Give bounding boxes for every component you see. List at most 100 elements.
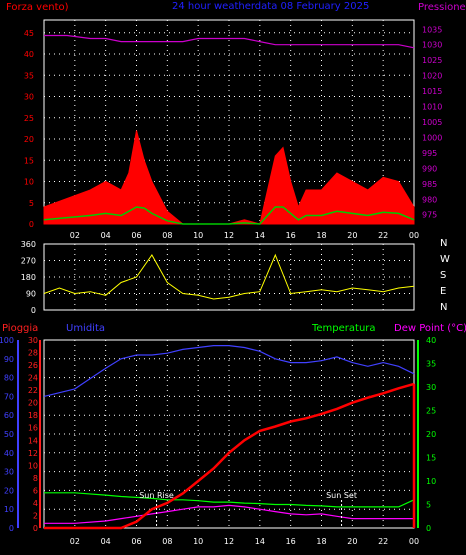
x-tick-label: 00 bbox=[409, 231, 419, 240]
x-tick-label: 00 bbox=[409, 537, 419, 546]
y-tick-label: 0 bbox=[29, 220, 34, 229]
y-tick-label: 35 bbox=[426, 360, 436, 369]
x-tick-label: 12 bbox=[224, 231, 234, 240]
y-tick-label: 1005 bbox=[422, 118, 442, 127]
y-tick-label: 20 bbox=[24, 135, 34, 144]
y-tick-label: 45 bbox=[24, 29, 34, 38]
y-tick-label: 28 bbox=[28, 349, 38, 358]
chart-title: 24 hour weatherdata 08 February 2025 bbox=[172, 1, 369, 12]
pressure-series bbox=[44, 34, 415, 49]
y-tick-label: 25 bbox=[24, 114, 34, 123]
y-tick-label: 30 bbox=[28, 336, 38, 345]
y-tick-label: 1025 bbox=[422, 56, 442, 65]
rain-series bbox=[44, 382, 415, 530]
y-tick-label: 995 bbox=[422, 149, 437, 158]
humidity-label: Umidita bbox=[66, 323, 105, 334]
y-tick-label: 5 bbox=[29, 199, 34, 208]
y-tick-label: 10 bbox=[28, 461, 38, 470]
x-tick-label: 22 bbox=[378, 537, 388, 546]
x-tick-label: 02 bbox=[70, 231, 80, 240]
compass-letter: N bbox=[440, 238, 447, 249]
x-tick-label: 12 bbox=[224, 537, 234, 546]
humidity-temp-rain-panel: 0102030405060708090100024681012141618202… bbox=[0, 336, 436, 546]
y-tick-label: 0 bbox=[31, 306, 36, 315]
y-tick-label: 100 bbox=[0, 336, 14, 345]
y-tick-label: 1015 bbox=[422, 87, 442, 96]
x-tick-label: 04 bbox=[101, 231, 111, 240]
wind-pressure-panel: 0510152025303540459759809859909951000100… bbox=[24, 19, 442, 240]
y-tick-label: 40 bbox=[426, 336, 436, 345]
y-tick-label: 20 bbox=[28, 399, 38, 408]
y-tick-label: 40 bbox=[4, 449, 14, 458]
x-tick-label: 10 bbox=[193, 231, 203, 240]
compass-letter: N bbox=[440, 302, 447, 313]
wind-speed-label: Forza vento) bbox=[6, 2, 69, 13]
y-tick-label: 25 bbox=[426, 407, 436, 416]
y-tick-label: 0 bbox=[33, 524, 38, 533]
y-tick-label: 1035 bbox=[422, 25, 442, 34]
y-tick-label: 16 bbox=[28, 424, 38, 433]
compass-letter: W bbox=[440, 254, 450, 265]
y-tick-label: 14 bbox=[28, 436, 38, 445]
y-tick-label: 10 bbox=[4, 505, 14, 514]
y-tick-label: 70 bbox=[4, 392, 14, 401]
x-tick-label: 02 bbox=[70, 537, 80, 546]
x-tick-label: 18 bbox=[316, 537, 326, 546]
y-tick-label: 980 bbox=[422, 195, 437, 204]
y-tick-label: 18 bbox=[28, 411, 38, 420]
compass-letter: E bbox=[440, 286, 446, 297]
x-tick-label: 14 bbox=[255, 231, 265, 240]
y-tick-label: 4 bbox=[33, 499, 38, 508]
x-tick-label: 04 bbox=[101, 537, 111, 546]
x-tick-label: 18 bbox=[316, 231, 326, 240]
temperature-label: Temperatura bbox=[311, 323, 376, 334]
y-tick-label: 8 bbox=[33, 474, 38, 483]
y-tick-label: 90 bbox=[4, 355, 14, 364]
x-tick-label: 08 bbox=[162, 537, 172, 546]
y-tick-label: 975 bbox=[422, 211, 437, 220]
y-tick-label: 0 bbox=[9, 524, 14, 533]
sunrise-label: Sun Rise bbox=[139, 491, 174, 500]
x-tick-label: 14 bbox=[255, 537, 265, 546]
gust-series bbox=[43, 206, 415, 225]
x-tick-label: 22 bbox=[378, 231, 388, 240]
y-tick-label: 0 bbox=[426, 524, 431, 533]
y-tick-label: 1010 bbox=[422, 103, 442, 112]
direction-series bbox=[43, 253, 415, 300]
y-tick-label: 1030 bbox=[422, 41, 442, 50]
y-tick-label: 35 bbox=[24, 71, 34, 80]
y-tick-label: 990 bbox=[422, 164, 437, 173]
y-tick-label: 15 bbox=[24, 156, 34, 165]
y-tick-label: 12 bbox=[28, 449, 38, 458]
y-tick-label: 985 bbox=[422, 180, 437, 189]
compass-letter: S bbox=[440, 270, 446, 281]
y-tick-label: 20 bbox=[426, 430, 436, 439]
y-tick-label: 10 bbox=[426, 477, 436, 486]
x-tick-label: 20 bbox=[347, 231, 357, 240]
humidity-series bbox=[43, 345, 415, 397]
x-tick-label: 16 bbox=[286, 537, 296, 546]
y-tick-label: 24 bbox=[28, 374, 38, 383]
y-tick-label: 1020 bbox=[422, 72, 442, 81]
dewpoint-label: Dew Point (°C) bbox=[394, 323, 466, 334]
y-tick-label: 30 bbox=[4, 468, 14, 477]
y-tick-label: 30 bbox=[24, 93, 34, 102]
y-tick-label: 5 bbox=[426, 501, 431, 510]
y-tick-label: 10 bbox=[24, 178, 34, 187]
y-tick-label: 2 bbox=[33, 511, 38, 520]
wind-direction-panel: 0 90 180 270 360 bbox=[21, 240, 415, 315]
y-tick-label: 60 bbox=[4, 411, 14, 420]
y-tick-label: 360 bbox=[21, 240, 36, 249]
y-tick-label: 1000 bbox=[422, 133, 442, 142]
wind-series bbox=[43, 130, 415, 225]
y-tick-label: 270 bbox=[21, 257, 36, 266]
y-tick-label: 20 bbox=[4, 486, 14, 495]
y-tick-label: 30 bbox=[426, 383, 436, 392]
x-tick-label: 06 bbox=[131, 231, 141, 240]
x-tick-label: 06 bbox=[131, 537, 141, 546]
rain-label: Pioggia bbox=[2, 323, 38, 334]
y-tick-label: 15 bbox=[426, 454, 436, 463]
temperature-series bbox=[44, 492, 415, 508]
y-tick-label: 40 bbox=[24, 50, 34, 59]
